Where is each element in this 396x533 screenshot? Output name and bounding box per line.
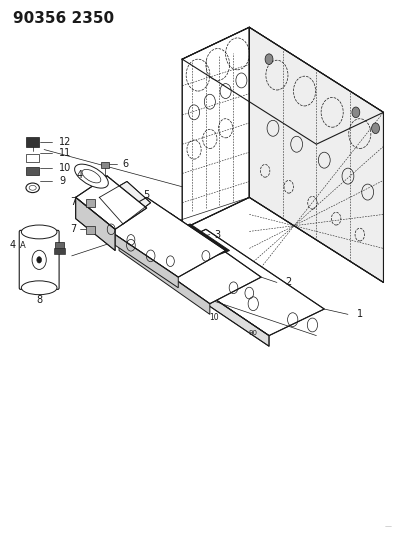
Text: 90: 90 (249, 330, 258, 336)
Polygon shape (182, 27, 383, 144)
Ellipse shape (82, 169, 101, 183)
Text: 1: 1 (357, 309, 363, 319)
Text: 7: 7 (70, 197, 77, 207)
FancyBboxPatch shape (54, 248, 65, 254)
Polygon shape (99, 224, 178, 288)
Ellipse shape (26, 183, 39, 192)
Text: 12: 12 (59, 137, 71, 147)
Circle shape (371, 123, 379, 134)
Text: 2: 2 (286, 278, 292, 287)
FancyBboxPatch shape (27, 155, 39, 162)
Text: 6: 6 (122, 159, 128, 169)
Text: 10: 10 (59, 163, 71, 173)
Polygon shape (76, 197, 115, 251)
Ellipse shape (21, 225, 57, 239)
Text: 8: 8 (36, 295, 42, 305)
Text: 3: 3 (215, 230, 221, 240)
Polygon shape (119, 240, 210, 314)
Circle shape (352, 107, 360, 118)
Text: 4: 4 (10, 240, 15, 250)
Ellipse shape (29, 185, 36, 190)
FancyBboxPatch shape (55, 241, 64, 252)
Polygon shape (99, 197, 226, 277)
FancyBboxPatch shape (27, 166, 39, 175)
Polygon shape (99, 181, 150, 224)
Polygon shape (162, 224, 230, 261)
Text: 7: 7 (70, 224, 77, 235)
Polygon shape (119, 213, 261, 304)
FancyBboxPatch shape (27, 138, 39, 147)
Polygon shape (249, 27, 383, 282)
Ellipse shape (21, 281, 57, 295)
Circle shape (265, 54, 273, 64)
FancyBboxPatch shape (101, 162, 109, 168)
Polygon shape (150, 229, 324, 336)
Text: 5: 5 (144, 190, 150, 200)
Text: 9: 9 (59, 176, 65, 187)
Polygon shape (182, 27, 249, 229)
Polygon shape (150, 256, 269, 346)
FancyBboxPatch shape (19, 230, 59, 289)
Text: —: — (385, 523, 391, 530)
FancyBboxPatch shape (86, 199, 95, 207)
FancyBboxPatch shape (86, 225, 95, 234)
Ellipse shape (74, 164, 109, 188)
Text: A: A (21, 241, 26, 250)
Text: 4: 4 (76, 170, 83, 180)
Text: 10: 10 (209, 312, 219, 321)
Text: 90356 2350: 90356 2350 (13, 11, 114, 26)
Text: 11: 11 (59, 148, 71, 158)
Polygon shape (76, 176, 147, 229)
Circle shape (37, 257, 42, 263)
